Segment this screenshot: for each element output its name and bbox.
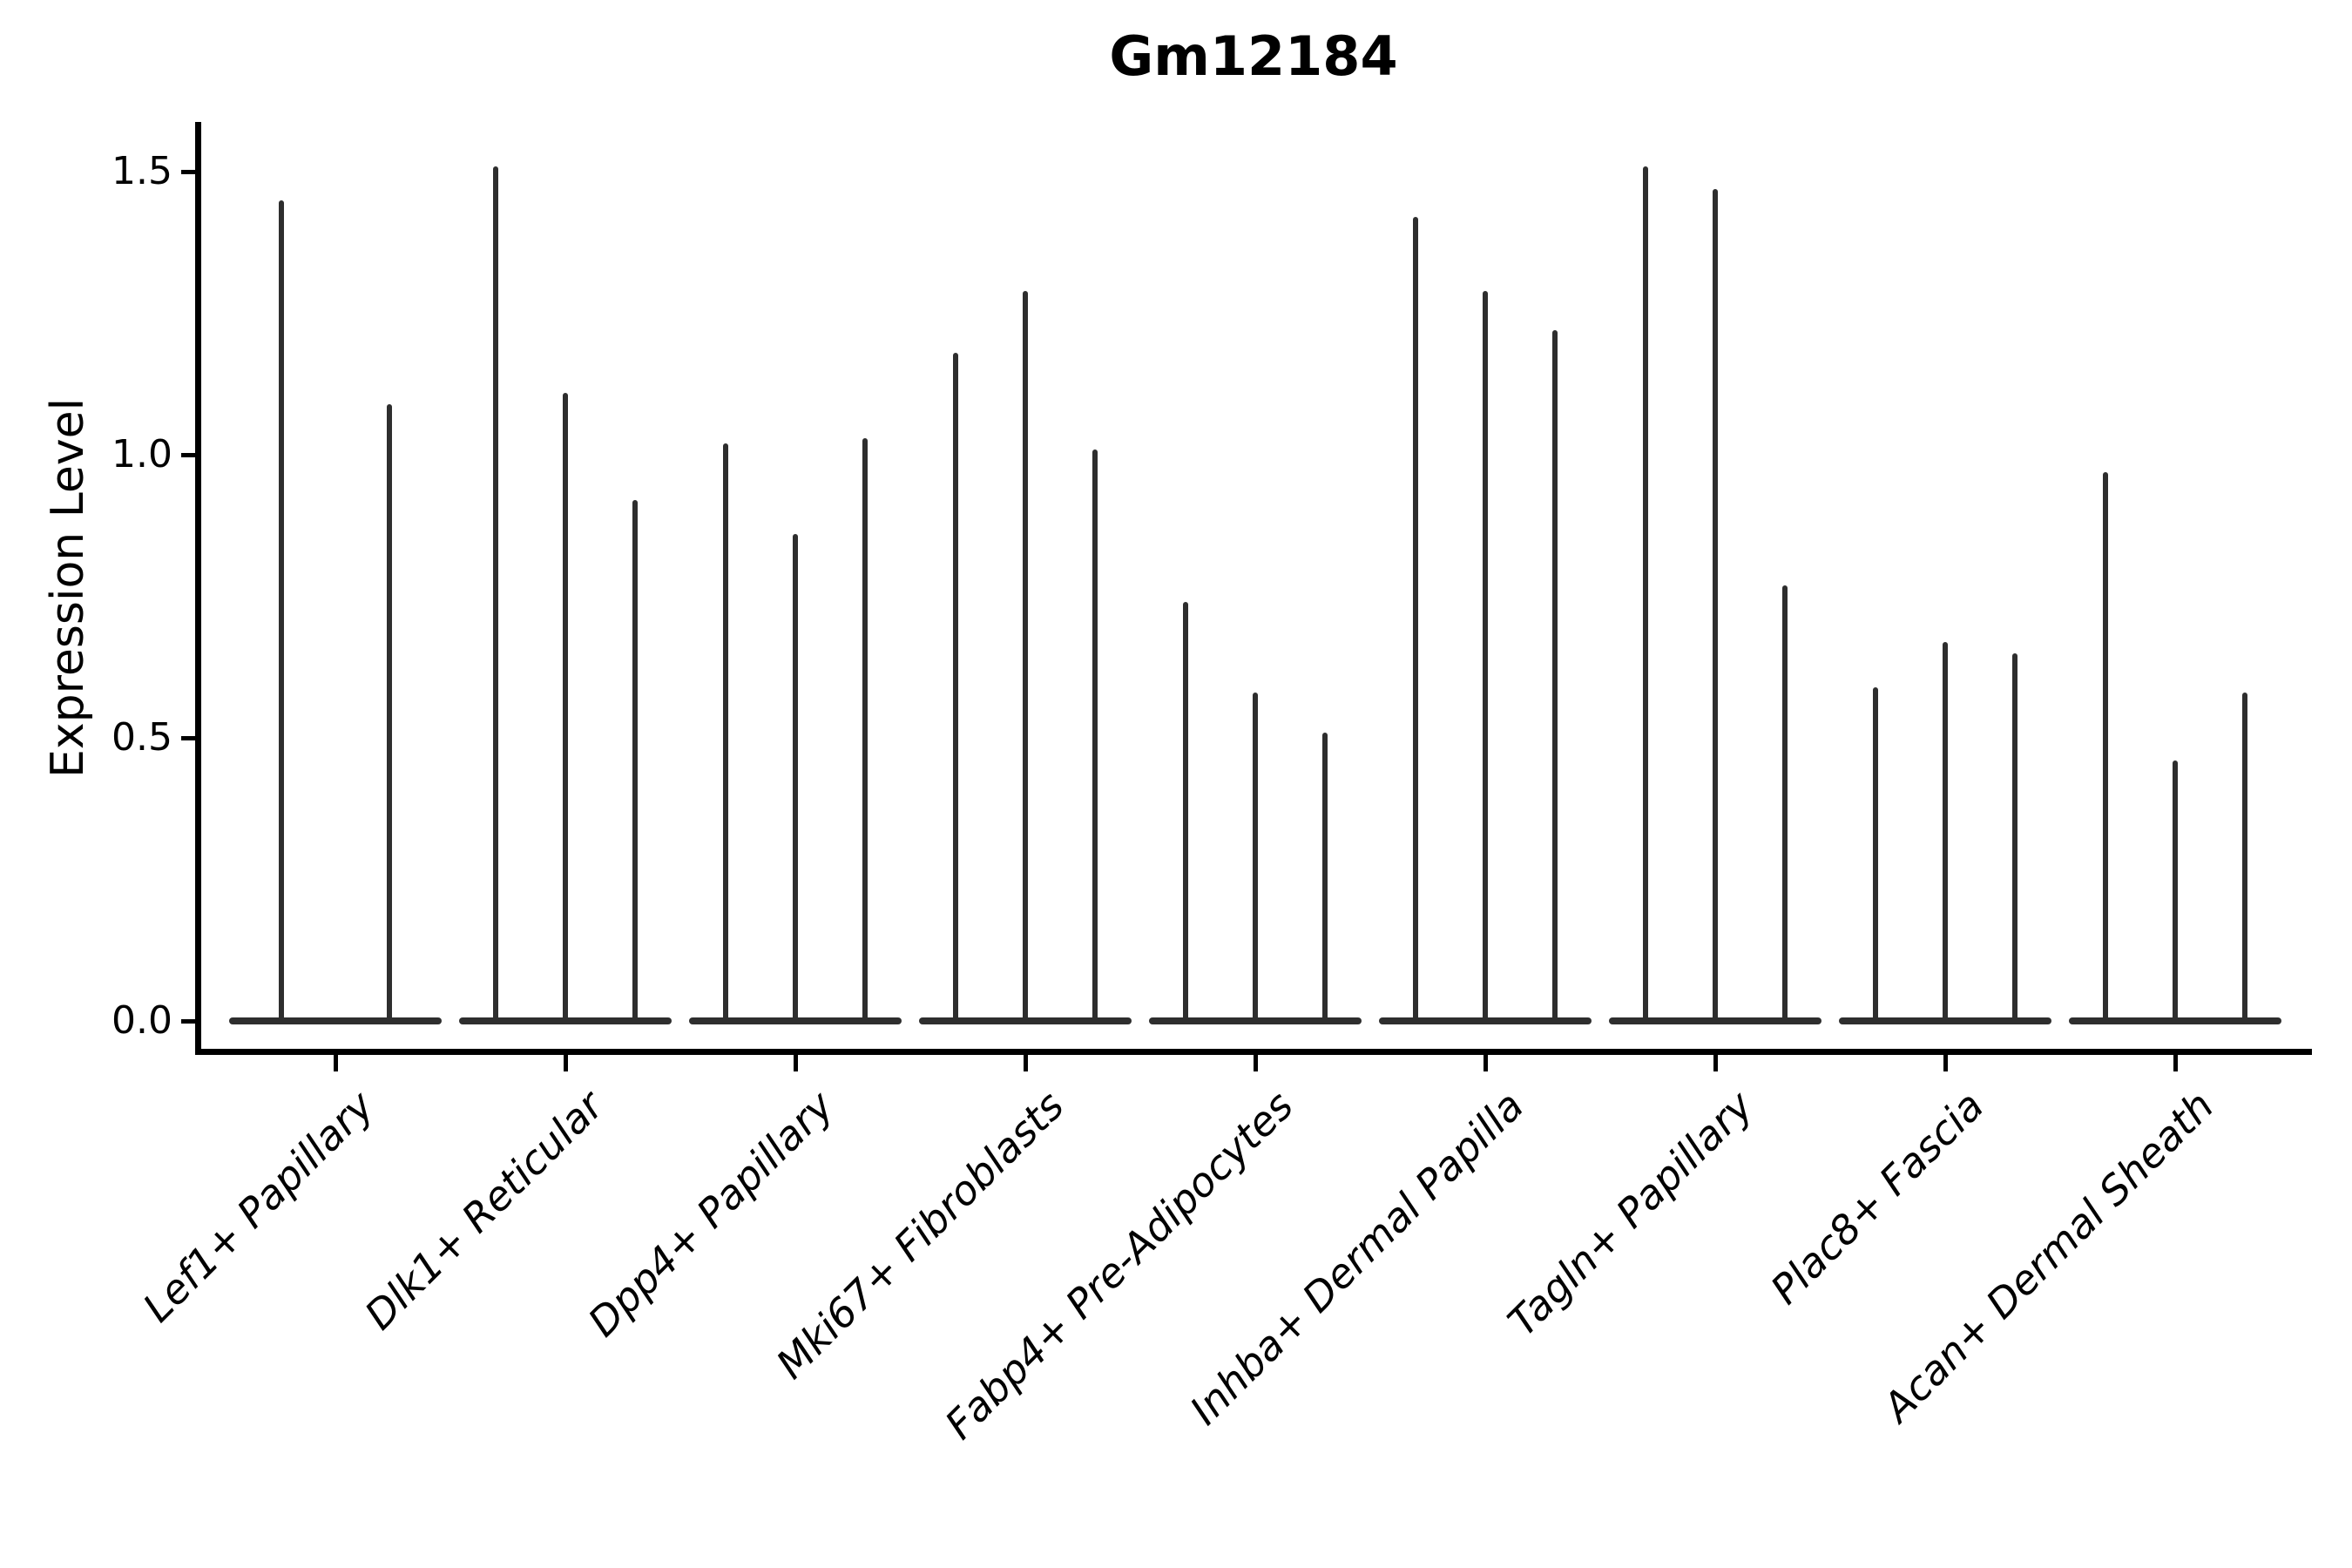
violin-zero-baseline bbox=[1149, 1017, 1362, 1024]
x-tick-mark bbox=[1713, 1055, 1718, 1071]
violin-spike bbox=[1183, 602, 1188, 1021]
x-tick-mark bbox=[2173, 1055, 2178, 1071]
violin-spike bbox=[862, 437, 868, 1021]
violin-spike bbox=[2103, 471, 2108, 1021]
y-tick-label: 0.5 bbox=[112, 715, 172, 760]
x-tick-mark bbox=[1943, 1055, 1948, 1071]
x-tick-mark bbox=[333, 1055, 338, 1071]
violin-spike bbox=[1643, 166, 1648, 1021]
violin-spike bbox=[1943, 641, 1948, 1021]
violin-zero-baseline bbox=[1609, 1017, 1821, 1024]
x-tick-label-category: Dlk1+ Reticular bbox=[355, 1082, 613, 1339]
y-axis-spine bbox=[195, 122, 201, 1055]
violin-spike bbox=[387, 403, 392, 1021]
y-axis-label: Expression Level bbox=[42, 397, 94, 779]
x-tick-mark bbox=[1483, 1055, 1488, 1071]
x-tick-mark bbox=[793, 1055, 798, 1071]
violin-zero-baseline bbox=[459, 1017, 672, 1024]
violin-spike bbox=[279, 199, 284, 1021]
x-tick-mark bbox=[1023, 1055, 1028, 1071]
violin-spike bbox=[2012, 652, 2017, 1021]
violin-spike bbox=[953, 353, 958, 1021]
violin-spike bbox=[1092, 449, 1098, 1021]
violin-spike bbox=[563, 392, 568, 1021]
y-tick-label: 1.5 bbox=[112, 149, 172, 193]
violin-spike bbox=[793, 534, 798, 1021]
violin-zero-baseline bbox=[1379, 1017, 1592, 1024]
violin-zero-baseline bbox=[919, 1017, 1132, 1024]
violin-zero-baseline bbox=[1839, 1017, 2051, 1024]
y-tick-label: 1.0 bbox=[112, 432, 172, 476]
violin-spike bbox=[2173, 760, 2178, 1021]
x-tick-label-category: Plac8+ Fascia bbox=[1761, 1082, 1993, 1314]
x-tick-label-category: Tagln+ Papillary bbox=[1498, 1082, 1763, 1346]
violin-zero-baseline bbox=[689, 1017, 902, 1024]
y-tick-mark bbox=[181, 1018, 196, 1024]
x-tick-mark bbox=[1253, 1055, 1258, 1071]
x-tick-label-category: Lef1+ Papillary bbox=[133, 1082, 383, 1331]
violin-spike bbox=[1713, 188, 1718, 1021]
violin-spike bbox=[1253, 693, 1258, 1021]
violin-spike bbox=[2242, 693, 2247, 1021]
y-tick-mark bbox=[181, 169, 196, 174]
x-axis-spine bbox=[195, 1049, 2312, 1055]
violin-spike bbox=[493, 166, 498, 1021]
chart-title: Gm12184 bbox=[1109, 24, 1398, 88]
violin-spike bbox=[632, 500, 638, 1021]
violin-spike bbox=[1322, 732, 1328, 1021]
violin-spike bbox=[1023, 290, 1028, 1021]
x-tick-label-category: Dpp4+ Papillary bbox=[578, 1082, 843, 1346]
y-tick-mark bbox=[181, 452, 196, 457]
violin-zero-baseline bbox=[229, 1017, 442, 1024]
violin-spike bbox=[1483, 290, 1488, 1021]
y-tick-label: 0.0 bbox=[112, 998, 172, 1043]
violin-spike bbox=[1873, 686, 1878, 1021]
violin-spike bbox=[1782, 585, 1788, 1021]
y-tick-mark bbox=[181, 735, 196, 740]
x-tick-mark bbox=[563, 1055, 568, 1071]
violin-zero-baseline bbox=[2069, 1017, 2281, 1024]
violin-spike bbox=[1552, 330, 1558, 1021]
violin-spike bbox=[1413, 217, 1418, 1021]
violin-spike bbox=[723, 443, 728, 1021]
